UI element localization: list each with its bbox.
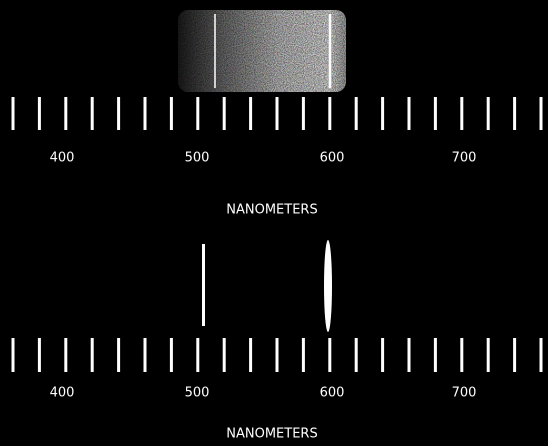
scale-label: 400	[50, 386, 75, 401]
scale-label: 600	[320, 151, 345, 166]
scale-label: 600	[320, 386, 345, 401]
scale-label: 500	[185, 386, 210, 401]
scale-label: 700	[452, 151, 477, 166]
scale-label: 400	[50, 151, 75, 166]
emission-line	[202, 244, 205, 326]
axis-label: NANOMETERS	[226, 427, 317, 442]
page: {"panels": [ {"tick_labels": ["400", "50…	[0, 0, 548, 446]
scale-label: 700	[452, 386, 477, 401]
scale-label: 500	[185, 151, 210, 166]
continuous-spectrum	[178, 10, 346, 92]
spectroscope-image: 400 500 600 700 NANOMETERS 400 500 600 700 NANOME…	[0, 0, 548, 446]
emission-line	[324, 240, 332, 332]
axis-label: NANOMETERS	[226, 203, 317, 218]
